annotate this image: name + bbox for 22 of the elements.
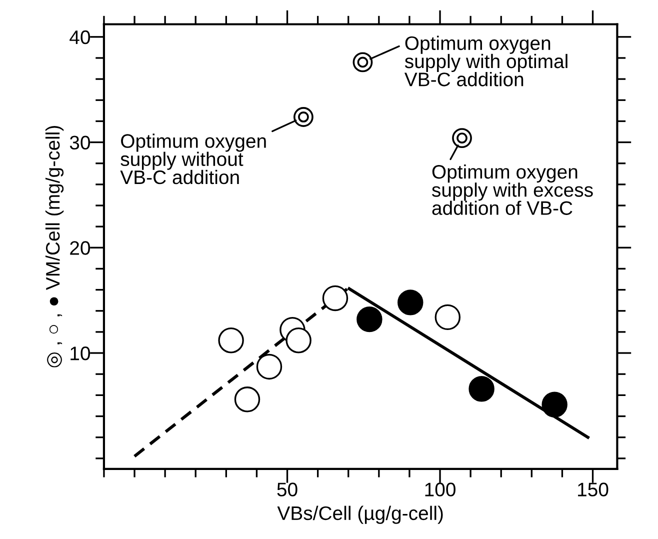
y-tick-label: 30 bbox=[70, 136, 90, 150]
point bbox=[286, 328, 312, 354]
annotation: Optimum oxygen supply with excess addition of VB-C bbox=[432, 164, 593, 215]
point bbox=[542, 392, 568, 418]
point bbox=[356, 306, 382, 332]
point bbox=[434, 304, 461, 330]
x-tick-label: 150 bbox=[578, 482, 608, 496]
y-tick-label: 10 bbox=[70, 346, 90, 360]
point bbox=[398, 290, 424, 316]
point bbox=[468, 376, 494, 402]
point bbox=[218, 328, 244, 354]
annotation: Optimum oxygen supply with optimal VB-C addition bbox=[404, 36, 568, 86]
y-tick-label: 40 bbox=[70, 30, 90, 44]
y-axis-title: ◎ , ○ , ● VM/Cell (mg/g-cell) bbox=[45, 126, 64, 368]
annotation: Optimum oxygen supply without VB-C addition bbox=[120, 134, 266, 184]
x-tick-label: 100 bbox=[425, 482, 456, 496]
x-axis-title: VBs/Cell (µg/g-cell) bbox=[277, 506, 443, 524]
point bbox=[256, 354, 282, 380]
y-tick-label: 20 bbox=[70, 241, 90, 255]
point bbox=[234, 386, 260, 412]
x-tick-label: 50 bbox=[277, 482, 298, 496]
point bbox=[322, 285, 348, 312]
